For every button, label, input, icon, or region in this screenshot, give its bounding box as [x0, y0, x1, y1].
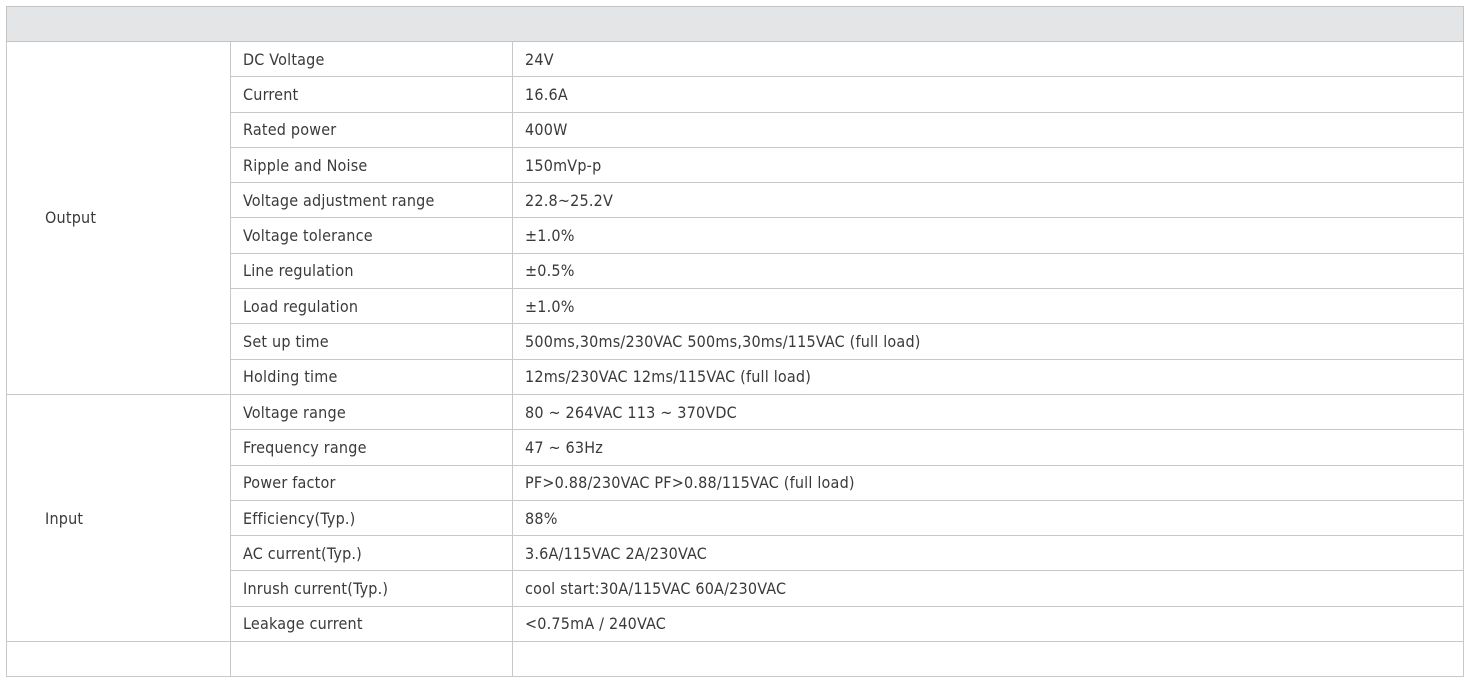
spec-table: Output DC Voltage 24V Current 16.6A Rated pow…	[5, 6, 1465, 677]
spec-value: 3.6A/115VAC 2A/230VAC	[511, 535, 1465, 572]
table-row: Leakage current <0.75mA / 240VAC	[7, 605, 1465, 643]
table-row: Rated power 400W	[7, 111, 1465, 148]
spec-value: 24V	[511, 40, 1465, 78]
table-row: Output DC Voltage 24V	[6, 40, 1465, 395]
spec-value: cool start:30A/115VAC 60A/230VAC	[511, 570, 1465, 607]
spec-label: Power factor	[230, 464, 513, 501]
spec-value: <0.75mA / 240VAC	[511, 605, 1465, 643]
spec-value: 500ms,30ms/230VAC 500ms,30ms/115VAC (ful…	[511, 323, 1465, 360]
spec-label: AC current(Typ.)	[230, 535, 513, 572]
table-row: Input Voltage range 80 ~ 264VAC 113 ~ 370V…	[6, 393, 1465, 643]
spec-label: Current	[230, 76, 513, 113]
spec-label: Holding time	[230, 358, 513, 395]
spec-value: 150mVp-p	[511, 146, 1465, 184]
spec-label: Frequency range	[230, 429, 513, 466]
spec-label: Efficiency(Typ.)	[230, 499, 513, 537]
spec-value: 47 ~ 63Hz	[511, 429, 1465, 466]
table-row: Efficiency(Typ.) 88%	[7, 499, 1465, 537]
table-row: AC current(Typ.) 3.6A/115VAC 2A/230VAC	[7, 535, 1465, 572]
spec-label: Load regulation	[230, 288, 513, 325]
table-header-row	[5, 6, 1465, 42]
group-label-input: Input	[6, 393, 231, 643]
spec-label: Voltage tolerance	[230, 217, 513, 254]
spec-value: 22.8~25.2V	[511, 182, 1465, 219]
spec-label: DC Voltage	[230, 40, 513, 78]
spec-label: Inrush current(Typ.)	[230, 570, 513, 607]
table-header	[5, 6, 1465, 42]
spec-label: Rated power	[230, 111, 513, 148]
spec-value: 16.6A	[511, 76, 1465, 113]
spec-label: Line regulation	[230, 252, 513, 290]
table-row: Frequency range 47 ~ 63Hz	[7, 429, 1465, 466]
spec-label: Voltage range	[230, 393, 513, 431]
table-row: Voltage tolerance ±1.0%	[7, 217, 1465, 254]
spec-value: ±1.0%	[511, 217, 1465, 254]
table-row: Ripple and Noise 150mVp-p	[7, 146, 1465, 184]
table-row: Load regulation ±1.0%	[7, 288, 1465, 325]
table-row: Current 16.6A	[7, 76, 1465, 113]
spec-value: 12ms/230VAC 12ms/115VAC (full load)	[511, 358, 1465, 395]
spec-value: PF>0.88/230VAC PF>0.88/115VAC (full load…	[511, 464, 1465, 501]
group-label-next	[6, 641, 231, 677]
spec-value	[511, 641, 1465, 677]
spec-value: 400W	[511, 111, 1465, 148]
spec-value: 80 ~ 264VAC 113 ~ 370VDC	[511, 393, 1465, 431]
table-row: Inrush current(Typ.) cool start:30A/115VA…	[7, 570, 1465, 607]
spec-value: ±1.0%	[511, 288, 1465, 325]
spec-label	[230, 641, 513, 677]
spec-value: ±0.5%	[511, 252, 1465, 290]
table-row: Line regulation ±0.5%	[7, 252, 1465, 290]
spec-value: 88%	[511, 499, 1465, 537]
table-row: Set up time 500ms,30ms/230VAC 500ms,30ms/…	[7, 323, 1465, 360]
table-row: Voltage adjustment range 22.8~25.2V	[7, 182, 1465, 219]
spec-label: Leakage current	[230, 605, 513, 643]
table-row: Power factor PF>0.88/230VAC PF>0.88/115VA…	[7, 464, 1465, 501]
spec-label: Voltage adjustment range	[230, 182, 513, 219]
group-label-output: Output	[6, 41, 231, 395]
spec-label: Set up time	[230, 323, 513, 360]
spec-label: Ripple and Noise	[230, 146, 513, 184]
table-row	[6, 641, 1465, 677]
